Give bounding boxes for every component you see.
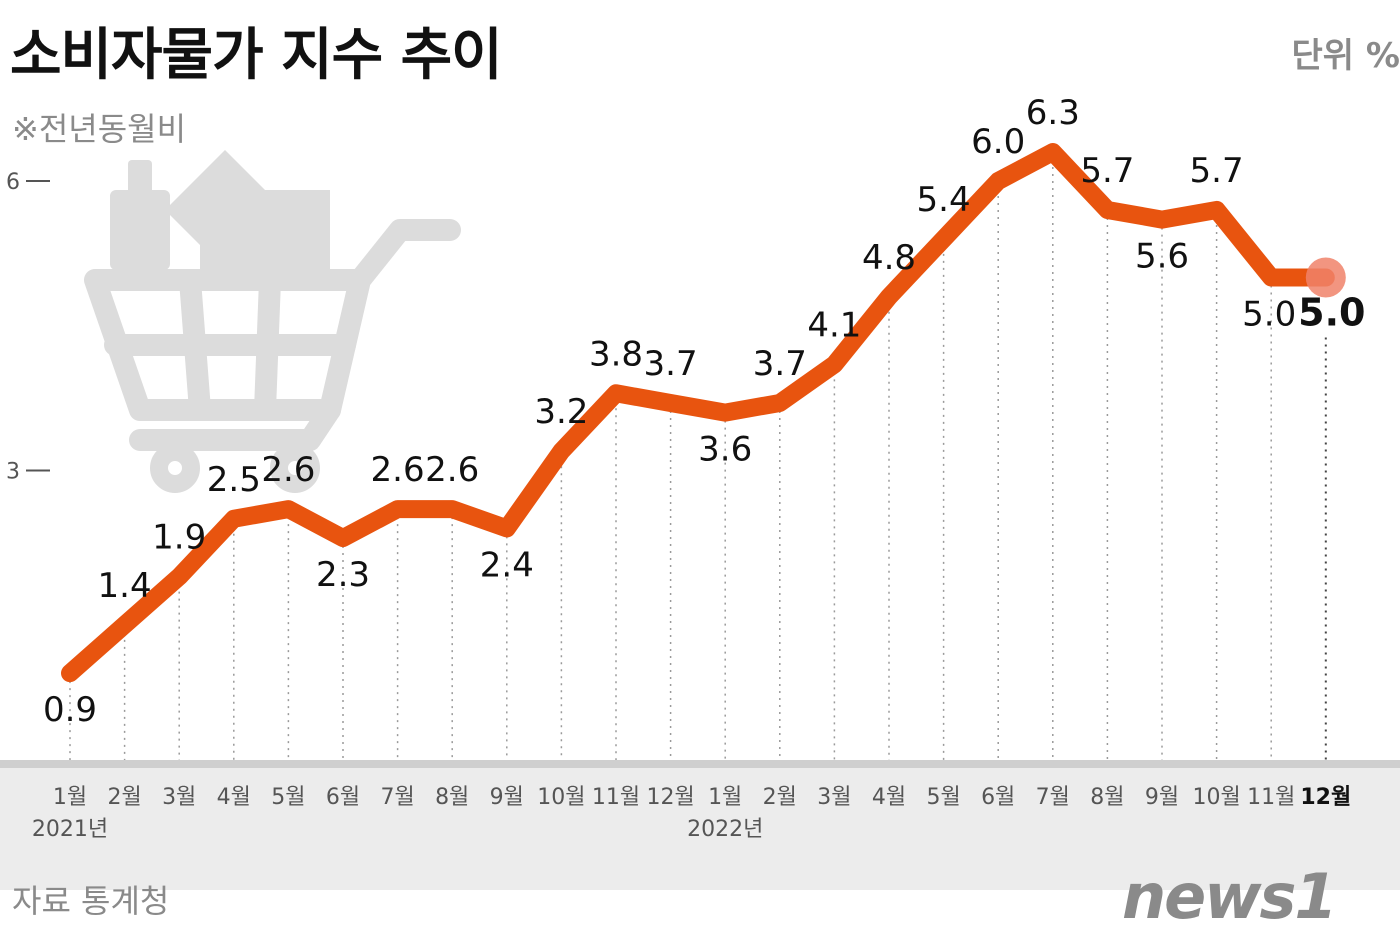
data-label: 3.8 — [589, 334, 643, 374]
y-tick-label: 3 — [6, 460, 20, 485]
x-tick-label: 3월 — [162, 785, 196, 810]
data-label: 5.0 — [1298, 291, 1365, 335]
x-axis-baseline — [0, 760, 1400, 768]
data-label: 2.3 — [316, 555, 370, 595]
data-label: 1.9 — [152, 518, 206, 558]
brand-wordmark: news1 — [1122, 860, 1336, 933]
series-line — [61, 143, 1335, 683]
data-label: 2.6 — [261, 450, 315, 490]
x-tick-label: 7월 — [1036, 785, 1070, 810]
data-label: 5.4 — [917, 180, 971, 220]
x-tick-label: 5월 — [926, 785, 960, 810]
unit-label: 단위 % — [1291, 36, 1400, 76]
data-label: 4.1 — [807, 305, 861, 345]
x-tick-label: 1월 — [53, 785, 87, 810]
data-label: 6.0 — [971, 122, 1025, 162]
data-label: 5.7 — [1080, 151, 1134, 191]
x-tick-label: 9월 — [490, 785, 524, 810]
data-label: 2.4 — [480, 545, 534, 585]
x-tick-label: 3월 — [817, 785, 851, 810]
data-label: 2.6 — [371, 450, 425, 490]
x-tick-label: 5월 — [271, 785, 305, 810]
data-label: 3.7 — [644, 344, 698, 384]
x-tick-label: 6월 — [981, 785, 1015, 810]
data-label: 5.6 — [1135, 237, 1189, 277]
x-tick-label: 4월 — [872, 785, 906, 810]
x-tick-label: 12월 — [646, 785, 694, 810]
x-tick-label: 2월 — [763, 785, 797, 810]
data-label: 2.5 — [207, 460, 261, 500]
x-axis-band — [0, 760, 1400, 890]
data-label: 5.7 — [1190, 151, 1244, 191]
shopping-cart-icon — [84, 150, 461, 493]
x-tick-label: 2월 — [107, 785, 141, 810]
x-tick-label: 11월 — [1247, 785, 1295, 810]
data-label: 3.2 — [534, 392, 588, 432]
x-tick-label: 12월 — [1300, 785, 1351, 810]
x-tick-label: 7월 — [380, 785, 414, 810]
x-tick-label: 10월 — [537, 785, 585, 810]
data-label: 4.8 — [862, 238, 916, 278]
data-label: 1.4 — [98, 566, 152, 606]
highlight-marker — [1305, 257, 1346, 298]
x-year-label: 2021년 — [32, 817, 108, 842]
data-label: 5.0 — [1242, 295, 1296, 335]
data-label: 2.6 — [425, 450, 479, 490]
x-year-label: 2022년 — [687, 817, 763, 842]
data-label: 0.9 — [43, 690, 97, 730]
x-tick-label: 6월 — [326, 785, 360, 810]
data-label: 3.7 — [753, 344, 807, 384]
x-tick-label: 8월 — [435, 785, 469, 810]
data-label: 6.3 — [1026, 93, 1080, 133]
source-credit: 자료 통계청 — [12, 882, 170, 920]
x-tick-label: 11월 — [592, 785, 640, 810]
chart-subtitle: ※전년동월비 — [12, 110, 187, 148]
x-tick-label: 10월 — [1192, 785, 1240, 810]
news1-logo: news1 — [1122, 860, 1338, 933]
x-tick-label: 1월 — [708, 785, 742, 810]
x-tick-label: 9월 — [1145, 785, 1179, 810]
x-tick-label: 4월 — [217, 785, 251, 810]
data-label: 3.6 — [698, 430, 752, 470]
chart-title: 소비자물가 지수 추이 — [10, 23, 503, 88]
y-tick-label: 6 — [6, 170, 20, 195]
x-tick-label: 8월 — [1090, 785, 1124, 810]
